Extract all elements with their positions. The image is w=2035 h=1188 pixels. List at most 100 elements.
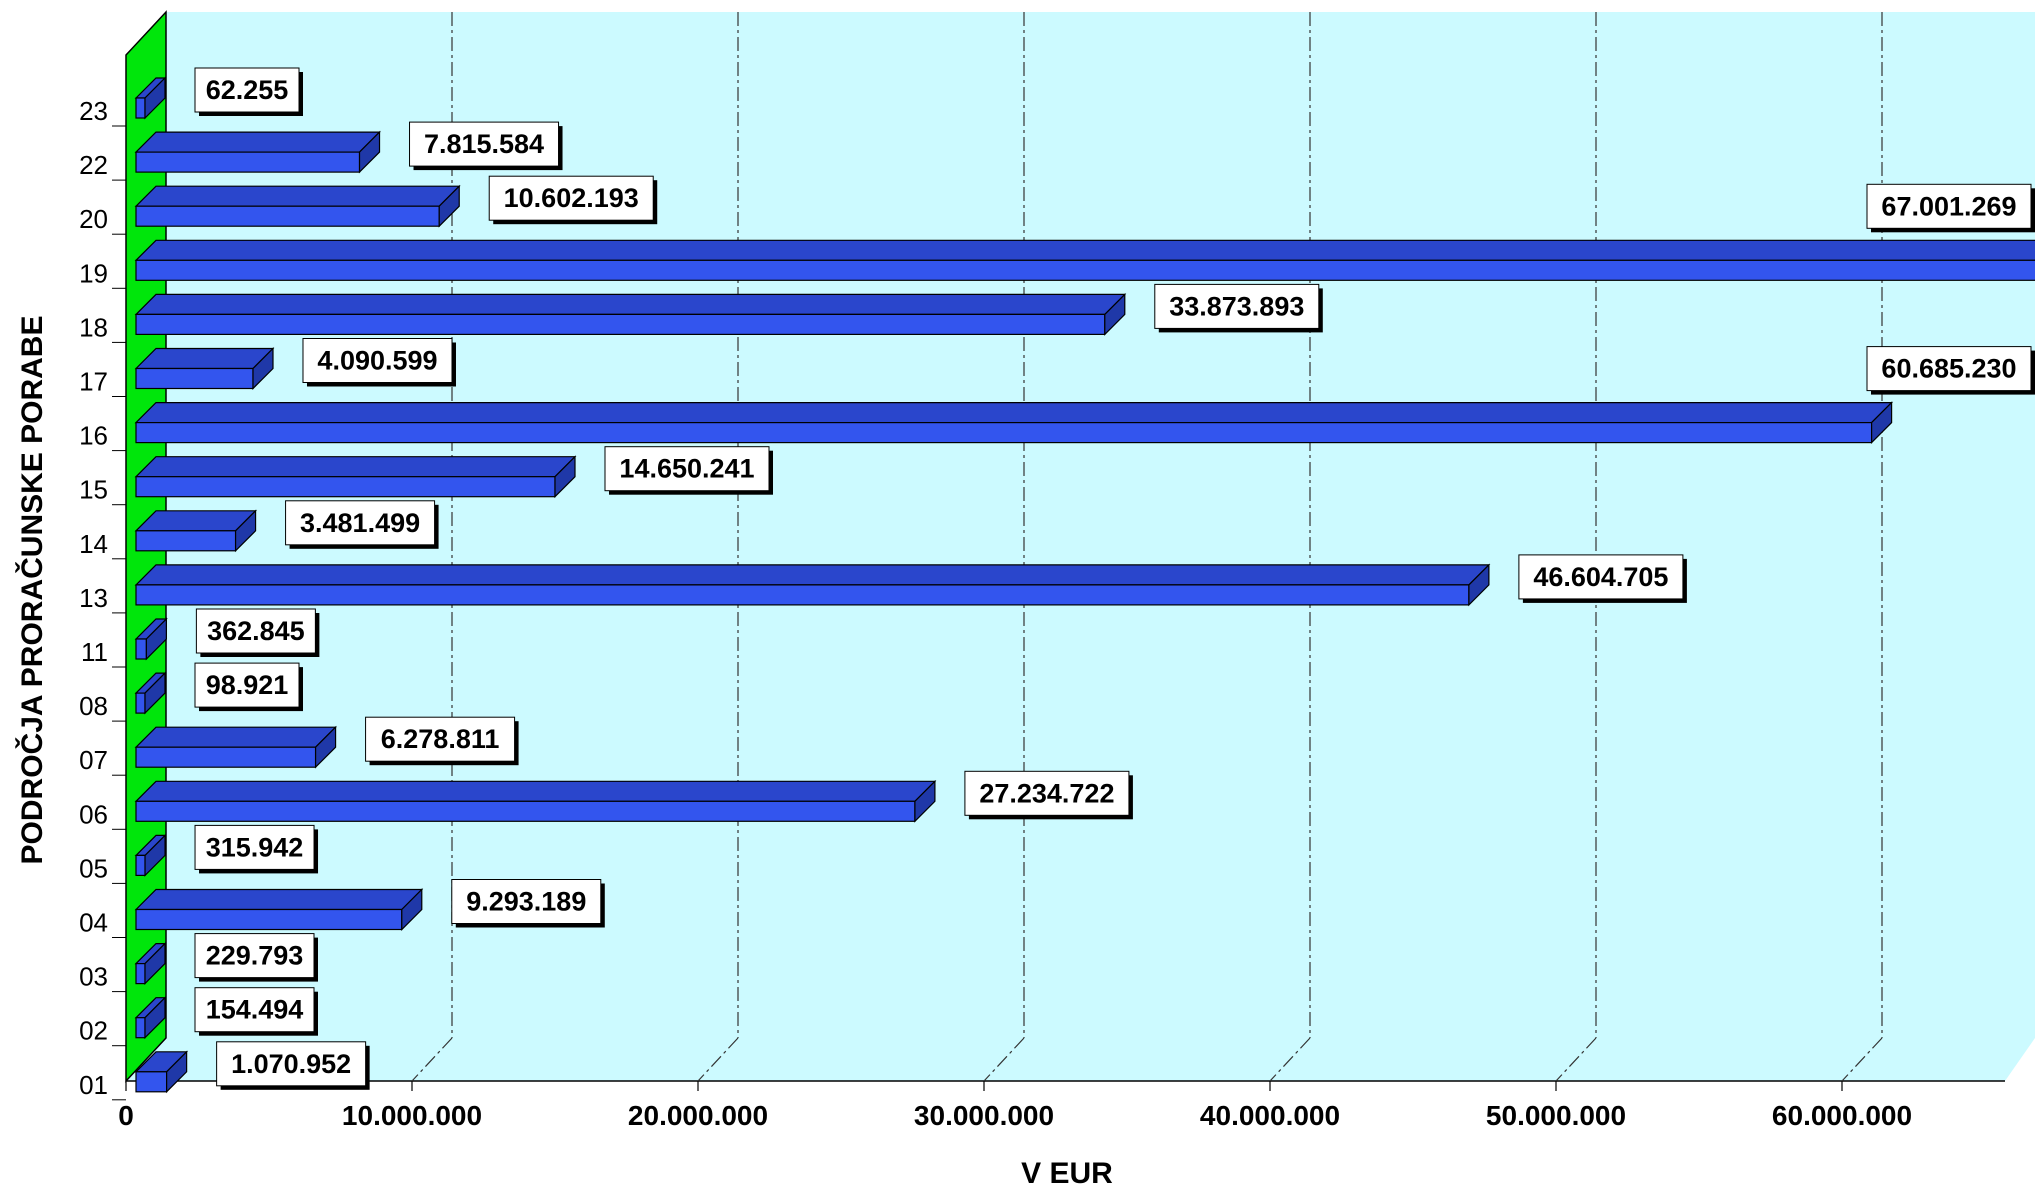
bar-side [144,833,166,877]
data-label: 46.604.705 [1533,562,1668,592]
bar-side [234,509,257,553]
gridline-floor [1841,1037,1883,1082]
bar-top [134,131,381,153]
y-tick-label: 19 [79,258,108,288]
y-tick-label: 16 [79,421,108,451]
data-label: 1.070.952 [231,1049,351,1079]
gridline-floor [983,1037,1025,1082]
y-tick-label: 23 [79,96,108,126]
bar-side [166,1050,188,1094]
bar-side [438,184,460,228]
bar [135,746,317,768]
bar-top [134,510,258,532]
x-axis-title: V EUR [1021,1157,1113,1188]
data-label-box [488,175,654,221]
bar [135,259,2035,281]
data-label-box [1866,346,2032,392]
bar-side [554,455,576,499]
bar [135,97,146,119]
x-tick-label: 30.000.000 [914,1100,1054,1131]
bar [135,205,440,227]
y-tick-label: 07 [79,745,108,775]
bar-top [134,780,937,802]
data-label: 62.255 [206,75,289,105]
data-label-box [1866,183,2032,229]
data-label-box [195,608,316,654]
y-tick-label: 13 [79,583,108,613]
data-label: 7.815.584 [424,129,544,159]
data-label: 10.602.193 [504,183,639,213]
y-tick-label: 05 [79,853,108,883]
bar [135,1071,168,1093]
data-label: 33.873.893 [1169,291,1304,321]
y-tick-label: 14 [79,529,108,559]
bar [135,692,146,714]
bar [135,476,556,498]
data-label: 67.001.269 [1881,191,2016,221]
x-tick-label: 50.000.000 [1486,1100,1626,1131]
y-tick-label: 01 [79,1070,108,1100]
bar [135,530,237,552]
bar [135,962,146,985]
bar-top [134,726,338,748]
data-label: 229.793 [206,941,304,971]
bar-top [134,185,461,207]
data-label: 362.845 [207,616,305,646]
bar-top [134,888,424,911]
bar-side [401,888,423,931]
data-label-box [194,824,315,870]
bar-side [144,76,166,120]
y-tick-label: 06 [79,799,108,829]
bar-side [145,617,167,661]
y-tick-label: 11 [81,637,108,667]
data-label-box [285,500,436,546]
bar [135,422,1873,444]
data-label-box [1154,283,1320,329]
bar-side [314,725,337,769]
bar-top [134,293,1127,315]
data-label: 4.090.599 [317,346,437,376]
data-label-box [365,716,516,762]
x-tick-label: 40.000.000 [1200,1100,1340,1131]
data-label-box [302,338,453,383]
y-tick-labels: 01 02 03 04 05 06 07 08 11 13 14 15 16 17 18 19 20 22 23 [79,96,126,1101]
bar [135,1017,146,1039]
data-label: 315.942 [206,832,304,862]
bar-side [1468,563,1490,607]
bars-group [134,76,2035,1094]
data-label-box [409,121,560,167]
gridline-floor [1555,1037,1597,1082]
data-label: 27.234.722 [979,778,1114,808]
y-tick-label: 02 [79,1016,108,1046]
x-tick-labels: 0 10.000.000 20.000.000 30.000.000 40.000.00… [118,1081,1912,1131]
data-label: 3.481.499 [300,508,420,538]
data-label-box [216,1041,367,1087]
data-label-box [604,446,770,492]
data-label: 60.685.230 [1881,354,2016,384]
data-label: 9.293.189 [466,887,586,917]
y-axis-title: PODROČJA PRORAČUNSKE PORABE [15,316,49,865]
bar [135,908,403,931]
x-tick-label: 0 [118,1100,134,1131]
bar [135,638,147,660]
bar-top [134,402,1894,424]
bar-side [1870,401,1893,445]
bar-side [1104,292,1126,336]
data-label-box [194,662,300,708]
y-tick-label: 22 [79,150,108,180]
y-tick-label: 18 [79,312,108,342]
bar-top [134,456,577,478]
x-tick-label: 20.000.000 [628,1100,768,1131]
data-label-box [194,987,315,1033]
grid-lines [411,12,1883,1082]
data-label-box [964,770,1130,816]
data-label-box [451,879,602,924]
gridline-floor [411,1037,453,1082]
data-label: 98.921 [206,670,289,700]
y-tick-label: 04 [79,908,108,938]
bar [135,584,1470,606]
bar-side [914,779,936,823]
y-tick-label: 15 [79,475,108,505]
data-label: 14.650.241 [619,454,754,484]
bar [135,367,254,390]
